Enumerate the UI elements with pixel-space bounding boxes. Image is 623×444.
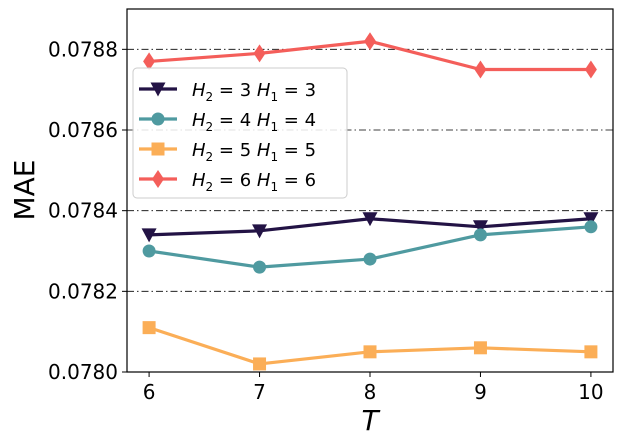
data-point <box>363 345 377 359</box>
data-point <box>583 212 599 227</box>
data-point <box>584 345 598 359</box>
data-point <box>253 357 267 371</box>
legend-box <box>132 67 348 199</box>
legend: H2 = 3 H1 = 3H2 = 4 H1 = 4H2 = 5 H1 = 5H… <box>132 67 348 199</box>
data-point <box>584 60 597 79</box>
x-tick-label: 7 <box>253 380 266 404</box>
data-point <box>472 220 488 235</box>
legend-label-part: H <box>192 80 206 101</box>
ticks-layer: 6 7 8 9 10 0.0780 0.0782 0.0784 0.0786 0.0788 <box>48 37 604 404</box>
legend-label-part: = 3 <box>278 80 316 101</box>
legend-label: H2 = 6 H1 = 6 <box>192 170 316 194</box>
legend-label-part: H <box>257 170 271 191</box>
legend-label: H2 = 4 H1 = 4 <box>192 110 316 134</box>
legend-label-part: H <box>192 170 206 191</box>
legend-label-part: 1 <box>270 120 278 134</box>
y-tick-label: 0.0780 <box>48 360 118 384</box>
legend-label-part: H <box>192 110 206 131</box>
data-point <box>141 228 157 243</box>
data-point <box>584 220 598 234</box>
legend-label-part: = 4 <box>213 110 257 131</box>
data-point <box>142 321 156 335</box>
legend-label-part: 1 <box>270 150 278 164</box>
data-point <box>252 224 268 239</box>
data-point <box>363 252 377 266</box>
legend-label-part: 2 <box>206 180 214 194</box>
legend-label-part: H <box>257 80 271 101</box>
legend-label: H2 = 5 H1 = 5 <box>192 140 316 164</box>
legend-label-part: 2 <box>206 120 214 134</box>
legend-label-part: = 3 <box>213 80 257 101</box>
legend-label-part: H <box>257 110 271 131</box>
legend-marker <box>152 170 164 188</box>
legend-item-2: H2 = 4 H1 = 4 <box>139 110 316 134</box>
legend-label-part: = 5 <box>213 140 257 161</box>
legend-marker <box>151 112 165 126</box>
data-point <box>362 212 378 227</box>
legend-label-part: 1 <box>270 90 278 104</box>
legend-marker <box>151 142 165 156</box>
data-point <box>253 260 267 274</box>
series-3 <box>142 321 598 371</box>
data-point <box>474 60 487 79</box>
x-tick-label: 9 <box>474 380 487 404</box>
legend-label-part: 2 <box>206 90 214 104</box>
y-tick-label: 0.0784 <box>48 199 118 223</box>
y-tick-label: 0.0786 <box>48 118 118 142</box>
y-tick-label: 0.0782 <box>48 279 118 303</box>
x-tick-label: 10 <box>578 380 603 404</box>
legend-label-part: 1 <box>270 180 278 194</box>
data-point <box>253 44 266 63</box>
legend-item-4: H2 = 6 H1 = 6 <box>139 170 316 194</box>
legend-label-part: H <box>257 140 271 161</box>
legend-item-3: H2 = 5 H1 = 5 <box>139 140 316 164</box>
data-point <box>143 52 156 71</box>
data-point <box>473 228 487 242</box>
legend-label-part: = 4 <box>278 110 316 131</box>
series-4 <box>143 32 597 79</box>
legend-label-part: = 5 <box>278 140 316 161</box>
legend-label-part: H <box>192 140 206 161</box>
legend-label-part: 2 <box>206 150 214 164</box>
x-tick-label: 6 <box>143 380 156 404</box>
legend-label-part: = 6 <box>278 170 316 191</box>
series-layer <box>141 32 599 371</box>
legend-label-part: = 6 <box>213 170 257 191</box>
legend-label: H2 = 3 H1 = 3 <box>192 80 316 104</box>
y-tick-label: 0.0788 <box>48 37 118 61</box>
x-tick-label: 8 <box>364 380 377 404</box>
y-axis-label: MAE <box>8 159 41 220</box>
x-axis-label: T <box>361 404 380 437</box>
legend-item-1: H2 = 3 H1 = 3 <box>139 80 316 104</box>
data-point <box>473 341 487 355</box>
data-point <box>364 32 376 51</box>
data-point <box>142 244 156 258</box>
series-1 <box>141 212 599 243</box>
legend-marker <box>150 82 166 97</box>
series-2 <box>142 220 598 274</box>
